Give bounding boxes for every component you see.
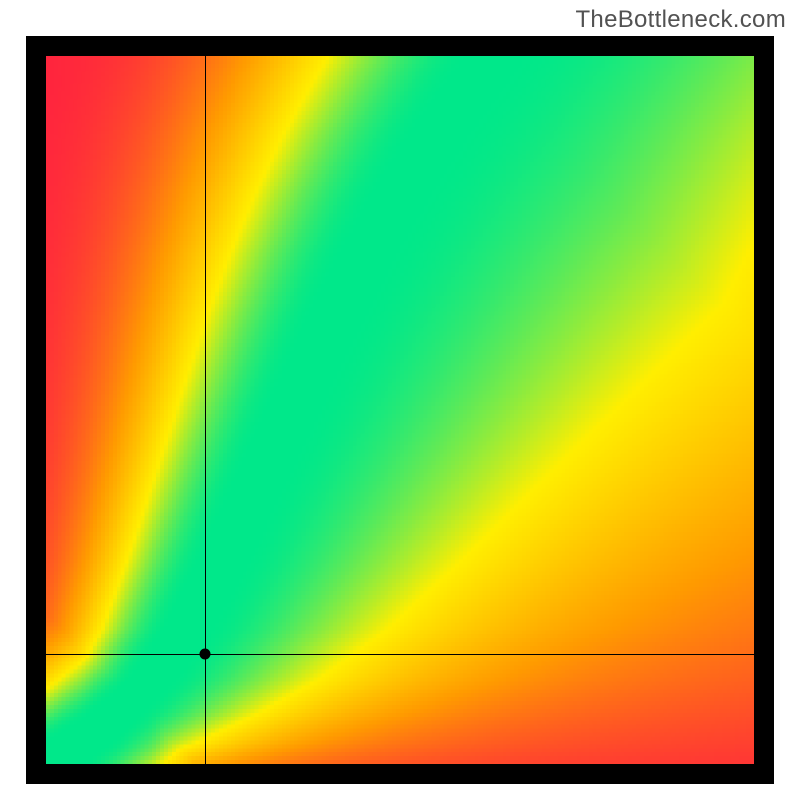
root: TheBottleneck.com (0, 0, 800, 800)
heatmap-canvas (46, 56, 754, 764)
plot-area (46, 56, 754, 764)
crosshair-marker (200, 649, 211, 660)
watermark-text: TheBottleneck.com (575, 6, 786, 34)
crosshair-horizontal (46, 654, 754, 655)
